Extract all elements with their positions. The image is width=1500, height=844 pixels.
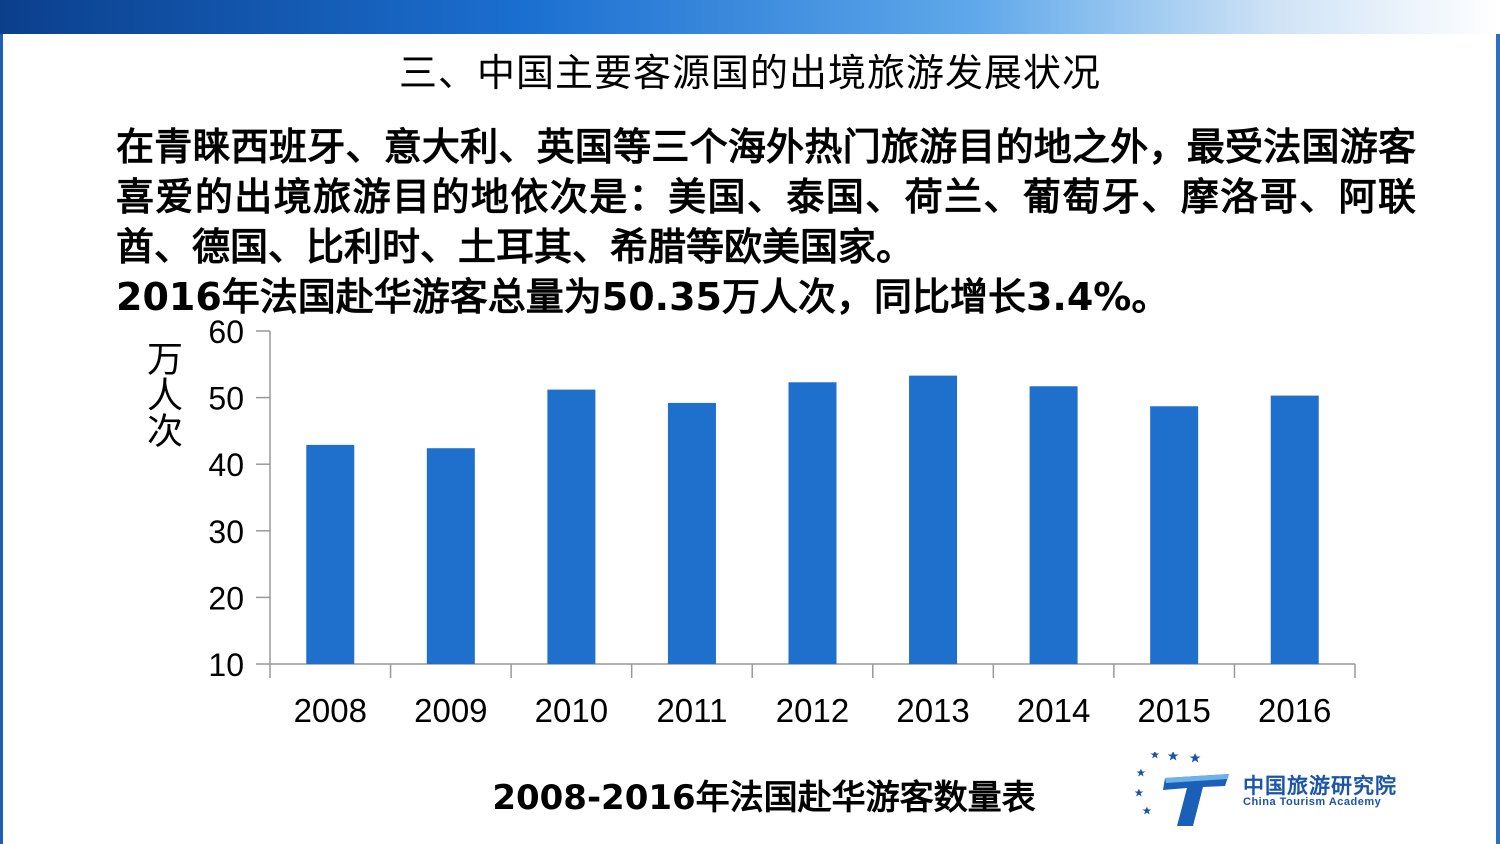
- logo-name-cn: 中国旅游研究院: [1243, 774, 1397, 798]
- slide-title: 三、中国主要客源国的出境旅游发展状况: [398, 51, 1101, 95]
- y-tick-label: 30: [208, 514, 244, 550]
- x-tick-label: 2016: [1258, 692, 1331, 729]
- bar-2016: [1270, 395, 1319, 664]
- bar-2013: [909, 375, 958, 664]
- x-tick-label: 2009: [414, 692, 487, 729]
- bar-2009: [426, 448, 475, 664]
- chart-caption: 2008-2016年法国赴华游客数量表: [492, 778, 1036, 818]
- paragraph-highlight: 2016年法国赴华游客总量为50.35万人次，同比增长3.4%。: [116, 275, 1170, 319]
- x-tick-label: 2012: [776, 692, 849, 729]
- x-tick-label: 2014: [1017, 692, 1090, 729]
- logo-name-en: China Tourism Academy: [1243, 796, 1382, 808]
- x-tick-label: 2011: [656, 692, 727, 729]
- bar-2014: [1029, 386, 1078, 664]
- x-tick-label: 2010: [535, 692, 608, 729]
- right-border: [1496, 34, 1500, 844]
- body-paragraph: 在青睐西班牙、意大利、英国等三个海外热门旅游目的地之外，最受法国游客喜爱的出境旅…: [116, 122, 1416, 322]
- bar-2012: [788, 382, 837, 664]
- bar-2010: [547, 389, 596, 664]
- academy-logo: 中国旅游研究院 China Tourism Academy: [1134, 750, 1445, 832]
- y-tick-label: 40: [208, 447, 244, 483]
- y-tick-label: 60: [208, 314, 244, 350]
- x-tick-label: 2008: [294, 692, 367, 729]
- y-tick-label: 50: [208, 381, 244, 417]
- y-tick-label: 10: [208, 647, 244, 683]
- x-tick-label: 2015: [1137, 692, 1210, 729]
- paragraph-text: 在青睐西班牙、意大利、英国等三个海外热门旅游目的地之外，最受法国游客喜爱的出境旅…: [116, 125, 1416, 269]
- bar-2011: [667, 402, 716, 664]
- header-banner: [0, 0, 1500, 34]
- bar-2015: [1150, 406, 1199, 664]
- x-tick-label: 2013: [896, 692, 969, 729]
- left-border: [0, 34, 3, 844]
- bar-2008: [306, 444, 355, 664]
- y-axis-label: 万人次: [141, 340, 182, 448]
- y-tick-label: 20: [208, 580, 244, 616]
- t-stars-logo-icon: [1134, 750, 1229, 826]
